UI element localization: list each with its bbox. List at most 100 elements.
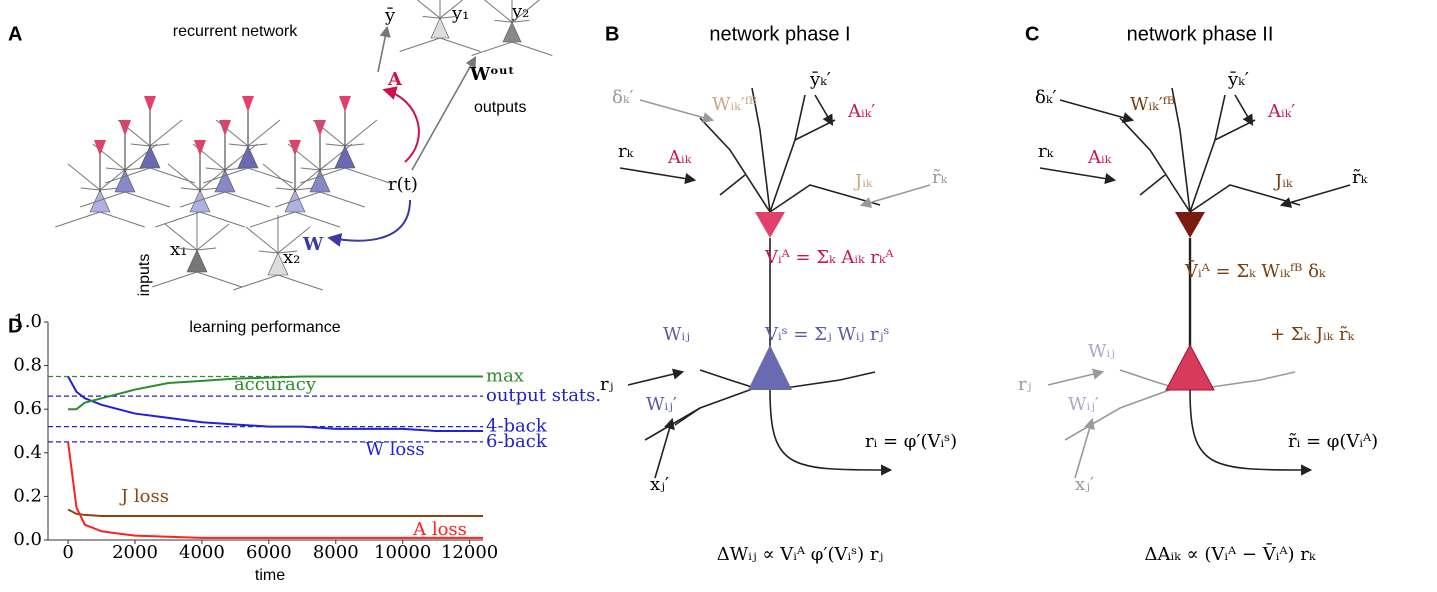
- label: r(t): [388, 174, 418, 195]
- panel-label: C: [1025, 23, 1039, 45]
- dendrite: [100, 212, 145, 227]
- arrow: [628, 372, 682, 385]
- dendrite: [93, 144, 125, 170]
- dendrite: [168, 164, 200, 190]
- label: x₂: [283, 247, 300, 268]
- arrow: [385, 90, 419, 162]
- label: Aᵢₖ′: [1267, 101, 1295, 122]
- label: Aᵢₖ: [1087, 147, 1112, 168]
- dendrite: [197, 224, 229, 250]
- y-tick-label: 0.4: [13, 442, 42, 463]
- reference-label: output stats.: [486, 385, 601, 406]
- dendrite: [150, 120, 182, 146]
- arrow: [1040, 168, 1114, 180]
- arrow: [1048, 372, 1102, 385]
- soma: [503, 22, 521, 42]
- soma: [219, 120, 231, 136]
- arrow: [330, 200, 410, 241]
- soma: [431, 18, 449, 38]
- equation: + Σₖ Jᵢₖ r̃ₖ: [1270, 324, 1355, 345]
- reference-label: 6-back: [486, 431, 548, 452]
- soma: [335, 146, 355, 168]
- title: network phase II: [1127, 23, 1274, 45]
- soma: [1166, 345, 1214, 390]
- label: ȳₖ′: [1227, 69, 1249, 90]
- equation: ΔWᵢⱼ ∝ Vᵢᴬ φ′(Vᵢˢ) rⱼ: [717, 544, 884, 565]
- series-label: J loss: [119, 486, 169, 507]
- label: r̃ₖ: [1352, 167, 1368, 188]
- soma: [190, 190, 210, 212]
- x-tick-label: 10000: [374, 542, 431, 563]
- soma: [310, 170, 330, 192]
- dendrite: [295, 212, 340, 227]
- soma: [755, 212, 785, 238]
- equation: Vᵢᴬ = Σₖ Aᵢₖ rₖᴬ: [764, 247, 894, 268]
- label: W: [302, 234, 324, 255]
- dendrite: [440, 38, 480, 52]
- dendrite: [55, 212, 100, 227]
- dendrite: [197, 272, 242, 287]
- dendrite: [795, 120, 835, 140]
- label: rₖ: [618, 141, 634, 162]
- label: Jᵢₖ: [853, 171, 873, 192]
- series-label: A loss: [412, 519, 467, 540]
- soma: [748, 345, 792, 390]
- label: xⱼ′: [1075, 474, 1094, 495]
- soma: [144, 96, 156, 112]
- label: Aᵢₖ′: [847, 101, 875, 122]
- label: r̃ₖ: [932, 167, 948, 188]
- label: Wᵒᵘᵗ: [469, 64, 515, 85]
- label: Wᵢₖ′ᶠᴮ: [712, 94, 757, 115]
- label: ȳ: [384, 5, 396, 26]
- label: δₖ′: [612, 87, 634, 108]
- series-label: W loss: [365, 439, 424, 460]
- label: Wᵢⱼ′: [1068, 394, 1099, 415]
- x-tick-label: 8000: [313, 542, 359, 563]
- arrow: [1235, 95, 1252, 124]
- label: Wᵢⱼ′: [646, 394, 677, 415]
- dendrite: [250, 212, 295, 227]
- dendrite: [411, 0, 440, 18]
- soma: [242, 96, 254, 112]
- y-tick-label: 0.6: [13, 398, 42, 419]
- label: rₖ: [1038, 141, 1054, 162]
- y-tick-label: 1.0: [13, 311, 42, 332]
- figure: A recurrent network ȳ y₁ y₂ A Wᵒᵘᵗ outpu…: [0, 0, 1437, 592]
- dendrite: [1190, 95, 1225, 212]
- arrow: [815, 95, 832, 124]
- dendrite: [345, 120, 377, 146]
- label: δₖ′: [1035, 87, 1057, 108]
- dendrite: [246, 227, 278, 253]
- label: A: [387, 69, 403, 90]
- soma: [90, 190, 110, 212]
- arrow: [640, 100, 712, 120]
- series-label: accuracy: [234, 374, 317, 395]
- dendrite: [288, 144, 320, 170]
- arrow: [378, 28, 387, 72]
- equation: V̄ᵢᴬ = Σₖ Wᵢₖᶠᴮ δₖ: [1184, 259, 1326, 282]
- label: outputs: [474, 99, 526, 116]
- x-tick-label: 6000: [246, 542, 292, 563]
- chart-title: learning performance: [189, 319, 340, 336]
- title: network phase I: [709, 23, 850, 45]
- soma: [187, 250, 207, 272]
- dendrite: [1120, 370, 1175, 388]
- arrow: [1060, 100, 1132, 120]
- reference-label: max: [486, 366, 524, 387]
- dendrite: [125, 192, 170, 207]
- arrow: [620, 168, 694, 180]
- y-tick-label: 0.8: [13, 355, 42, 376]
- dendrite: [700, 370, 755, 388]
- soma: [1175, 212, 1205, 238]
- label: Wᵢⱼ: [1088, 341, 1115, 362]
- label: xⱼ′: [650, 474, 669, 495]
- x-tick-label: 12000: [441, 542, 498, 563]
- dendrite: [152, 272, 197, 287]
- dendrite: [675, 408, 700, 425]
- dendrite: [512, 42, 552, 56]
- x-tick-label: 2000: [112, 542, 158, 563]
- dendrite: [400, 38, 440, 52]
- label: Jᵢₖ: [1273, 171, 1293, 192]
- dendrite: [320, 192, 365, 207]
